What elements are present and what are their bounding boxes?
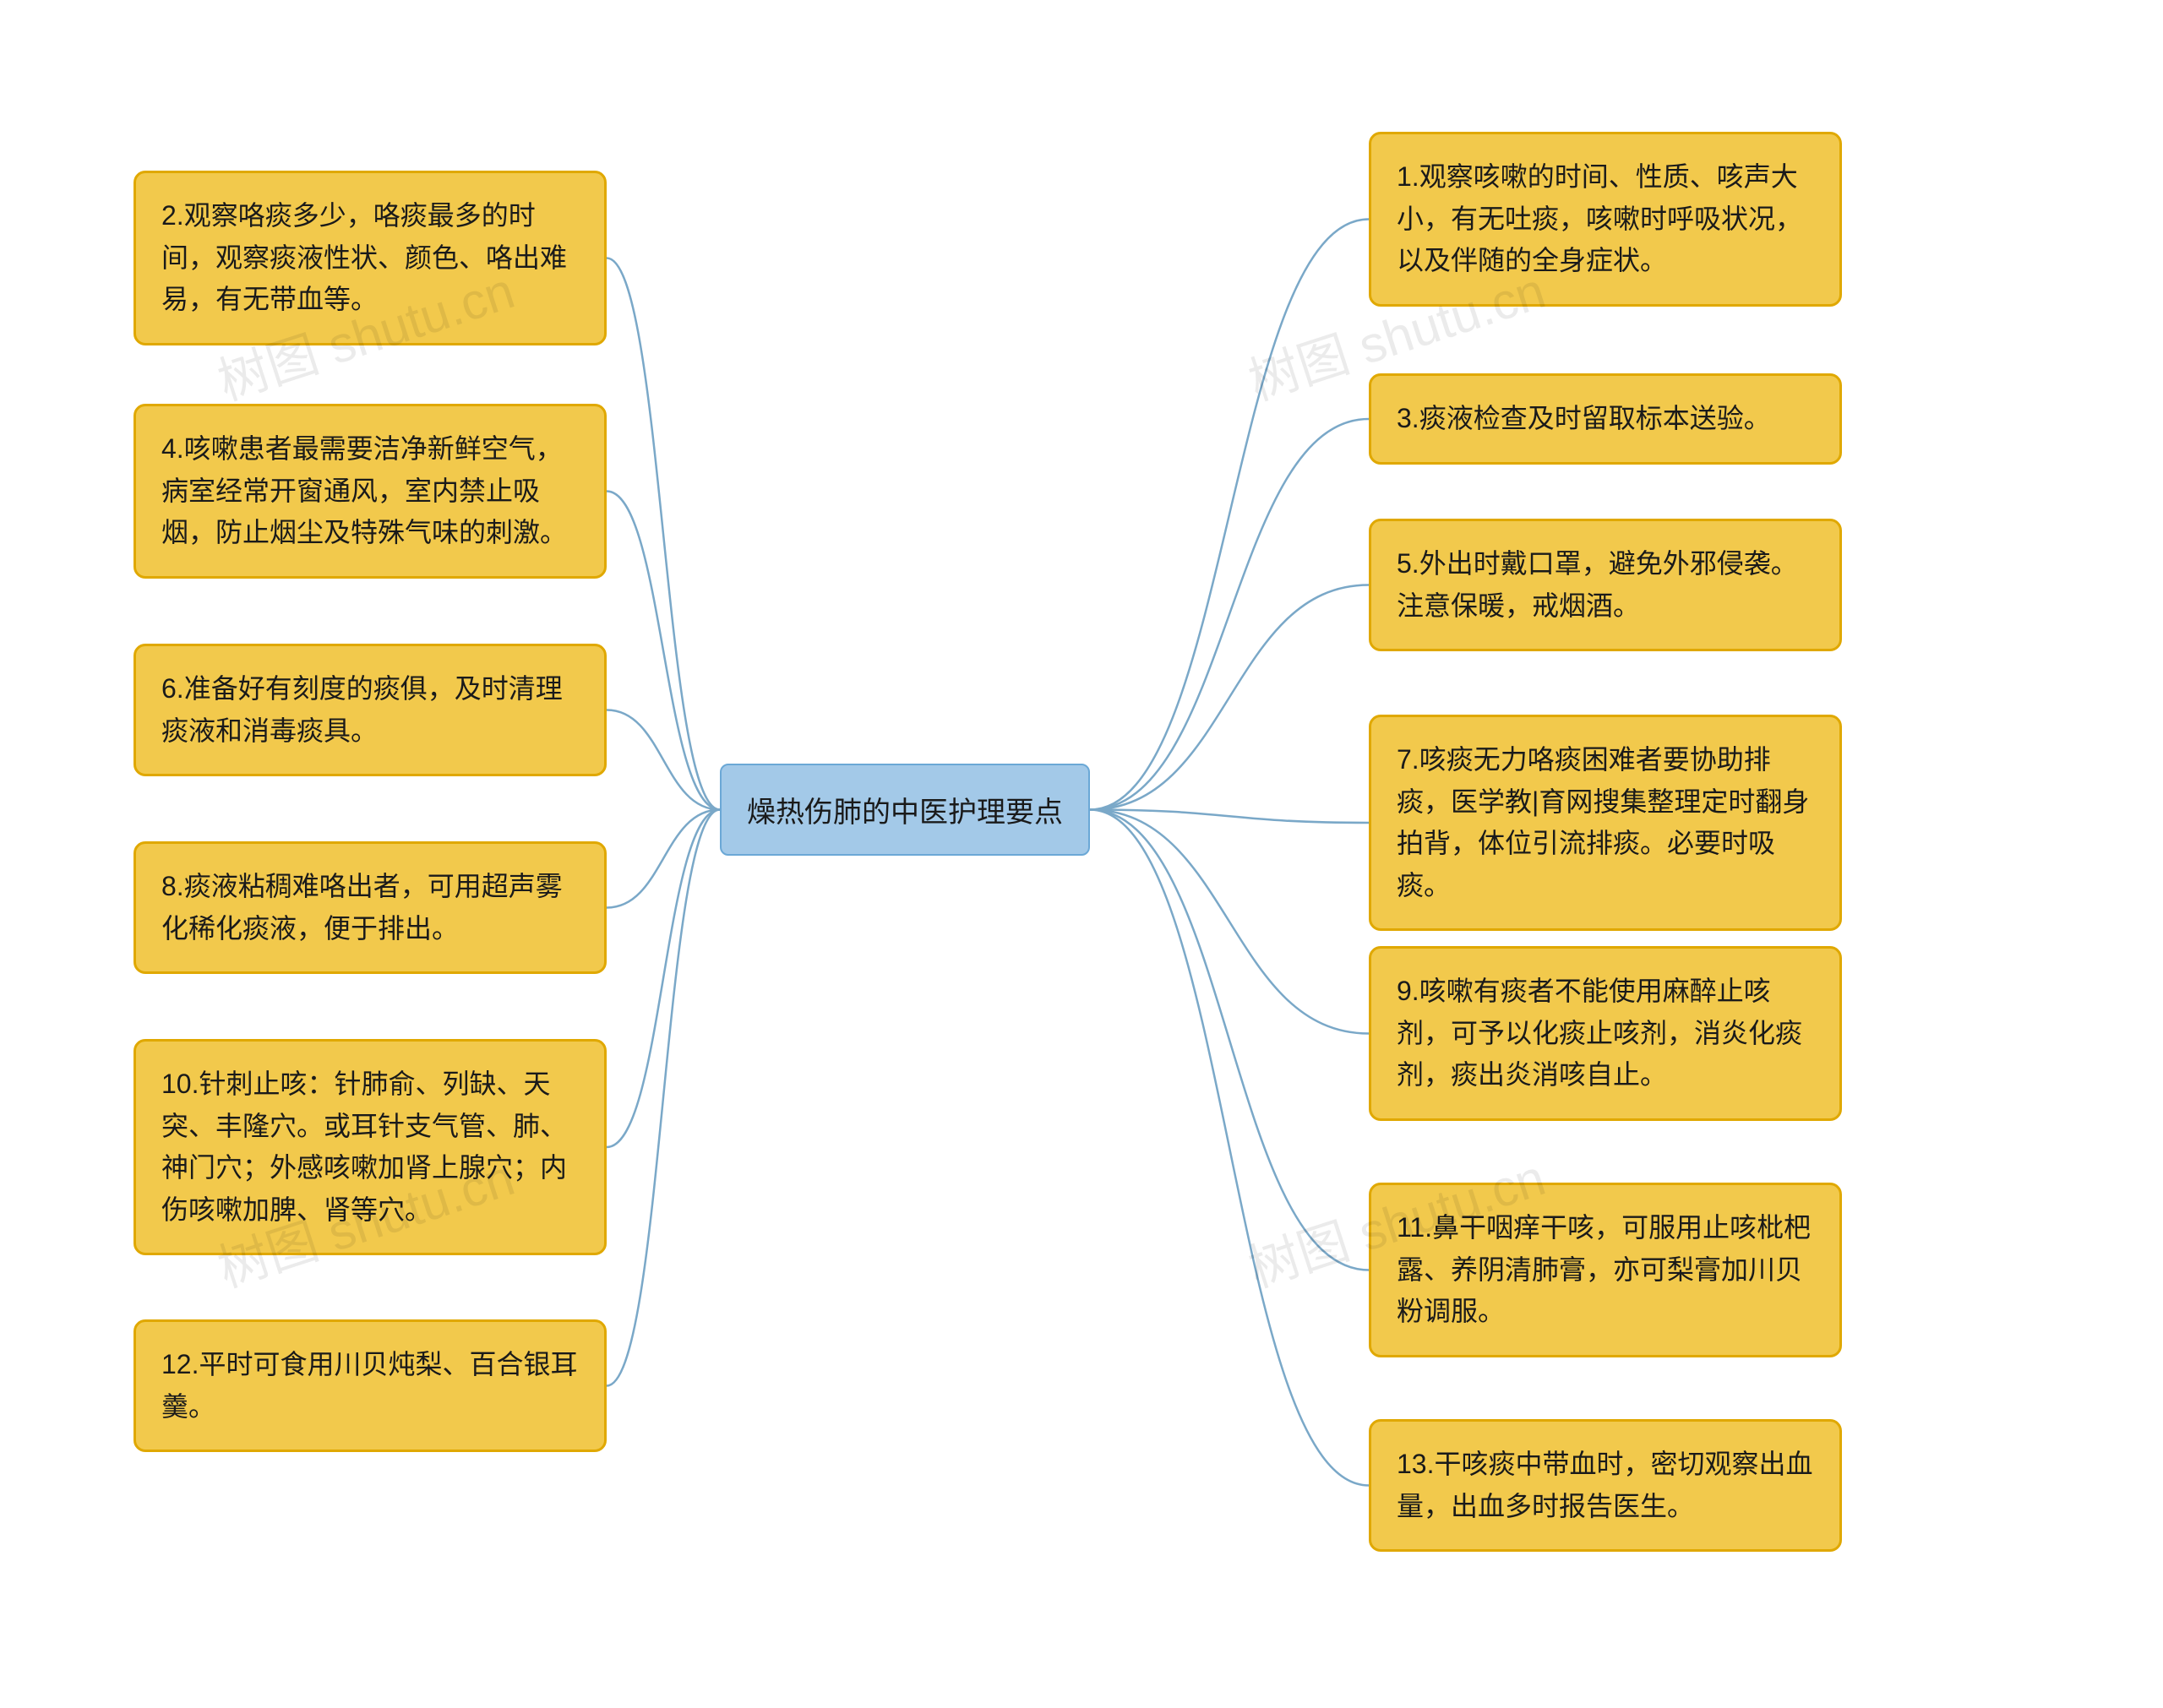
child-node-n5: 5.外出时戴口罩，避免外邪侵袭。注意保暖，戒烟酒。 — [1369, 519, 1842, 651]
child-node-n4: 4.咳嗽患者最需要洁净新鲜空气，病室经常开窗通风，室内禁止吸烟，防止烟尘及特殊气… — [133, 404, 607, 579]
child-node-n13: 13.干咳痰中带血时，密切观察出血量，出血多时报告医生。 — [1369, 1419, 1842, 1552]
child-node-n8: 8.痰液粘稠难咯出者，可用超声雾化稀化痰液，便于排出。 — [133, 841, 607, 974]
child-node-n10: 10.针刺止咳：针肺俞、列缺、天突、丰隆穴。或耳针支气管、肺、神门穴；外感咳嗽加… — [133, 1039, 607, 1255]
child-node-n3: 3.痰液检查及时留取标本送验。 — [1369, 373, 1842, 465]
child-node-n12: 12.平时可食用川贝炖梨、百合银耳羹。 — [133, 1319, 607, 1452]
child-node-n1: 1.观察咳嗽的时间、性质、咳声大小，有无吐痰，咳嗽时呼吸状况，以及伴随的全身症状… — [1369, 132, 1842, 307]
child-node-n7: 7.咳痰无力咯痰困难者要协助排痰，医学教|育网搜集整理定时翻身拍背，体位引流排痰… — [1369, 715, 1842, 931]
mindmap-canvas: 燥热伤肺的中医护理要点 2.观察咯痰多少，咯痰最多的时间，观察痰液性状、颜色、咯… — [0, 0, 2163, 1708]
child-node-n2: 2.观察咯痰多少，咯痰最多的时间，观察痰液性状、颜色、咯出难易，有无带血等。 — [133, 171, 607, 345]
child-node-n11: 11.鼻干咽痒干咳，可服用止咳枇杷露、养阴清肺膏，亦可梨膏加川贝粉调服。 — [1369, 1183, 1842, 1357]
child-node-n6: 6.准备好有刻度的痰俱，及时清理痰液和消毒痰具。 — [133, 644, 607, 776]
center-node: 燥热伤肺的中医护理要点 — [720, 764, 1090, 856]
child-node-n9: 9.咳嗽有痰者不能使用麻醉止咳剂，可予以化痰止咳剂，消炎化痰剂，痰出炎消咳自止。 — [1369, 946, 1842, 1121]
